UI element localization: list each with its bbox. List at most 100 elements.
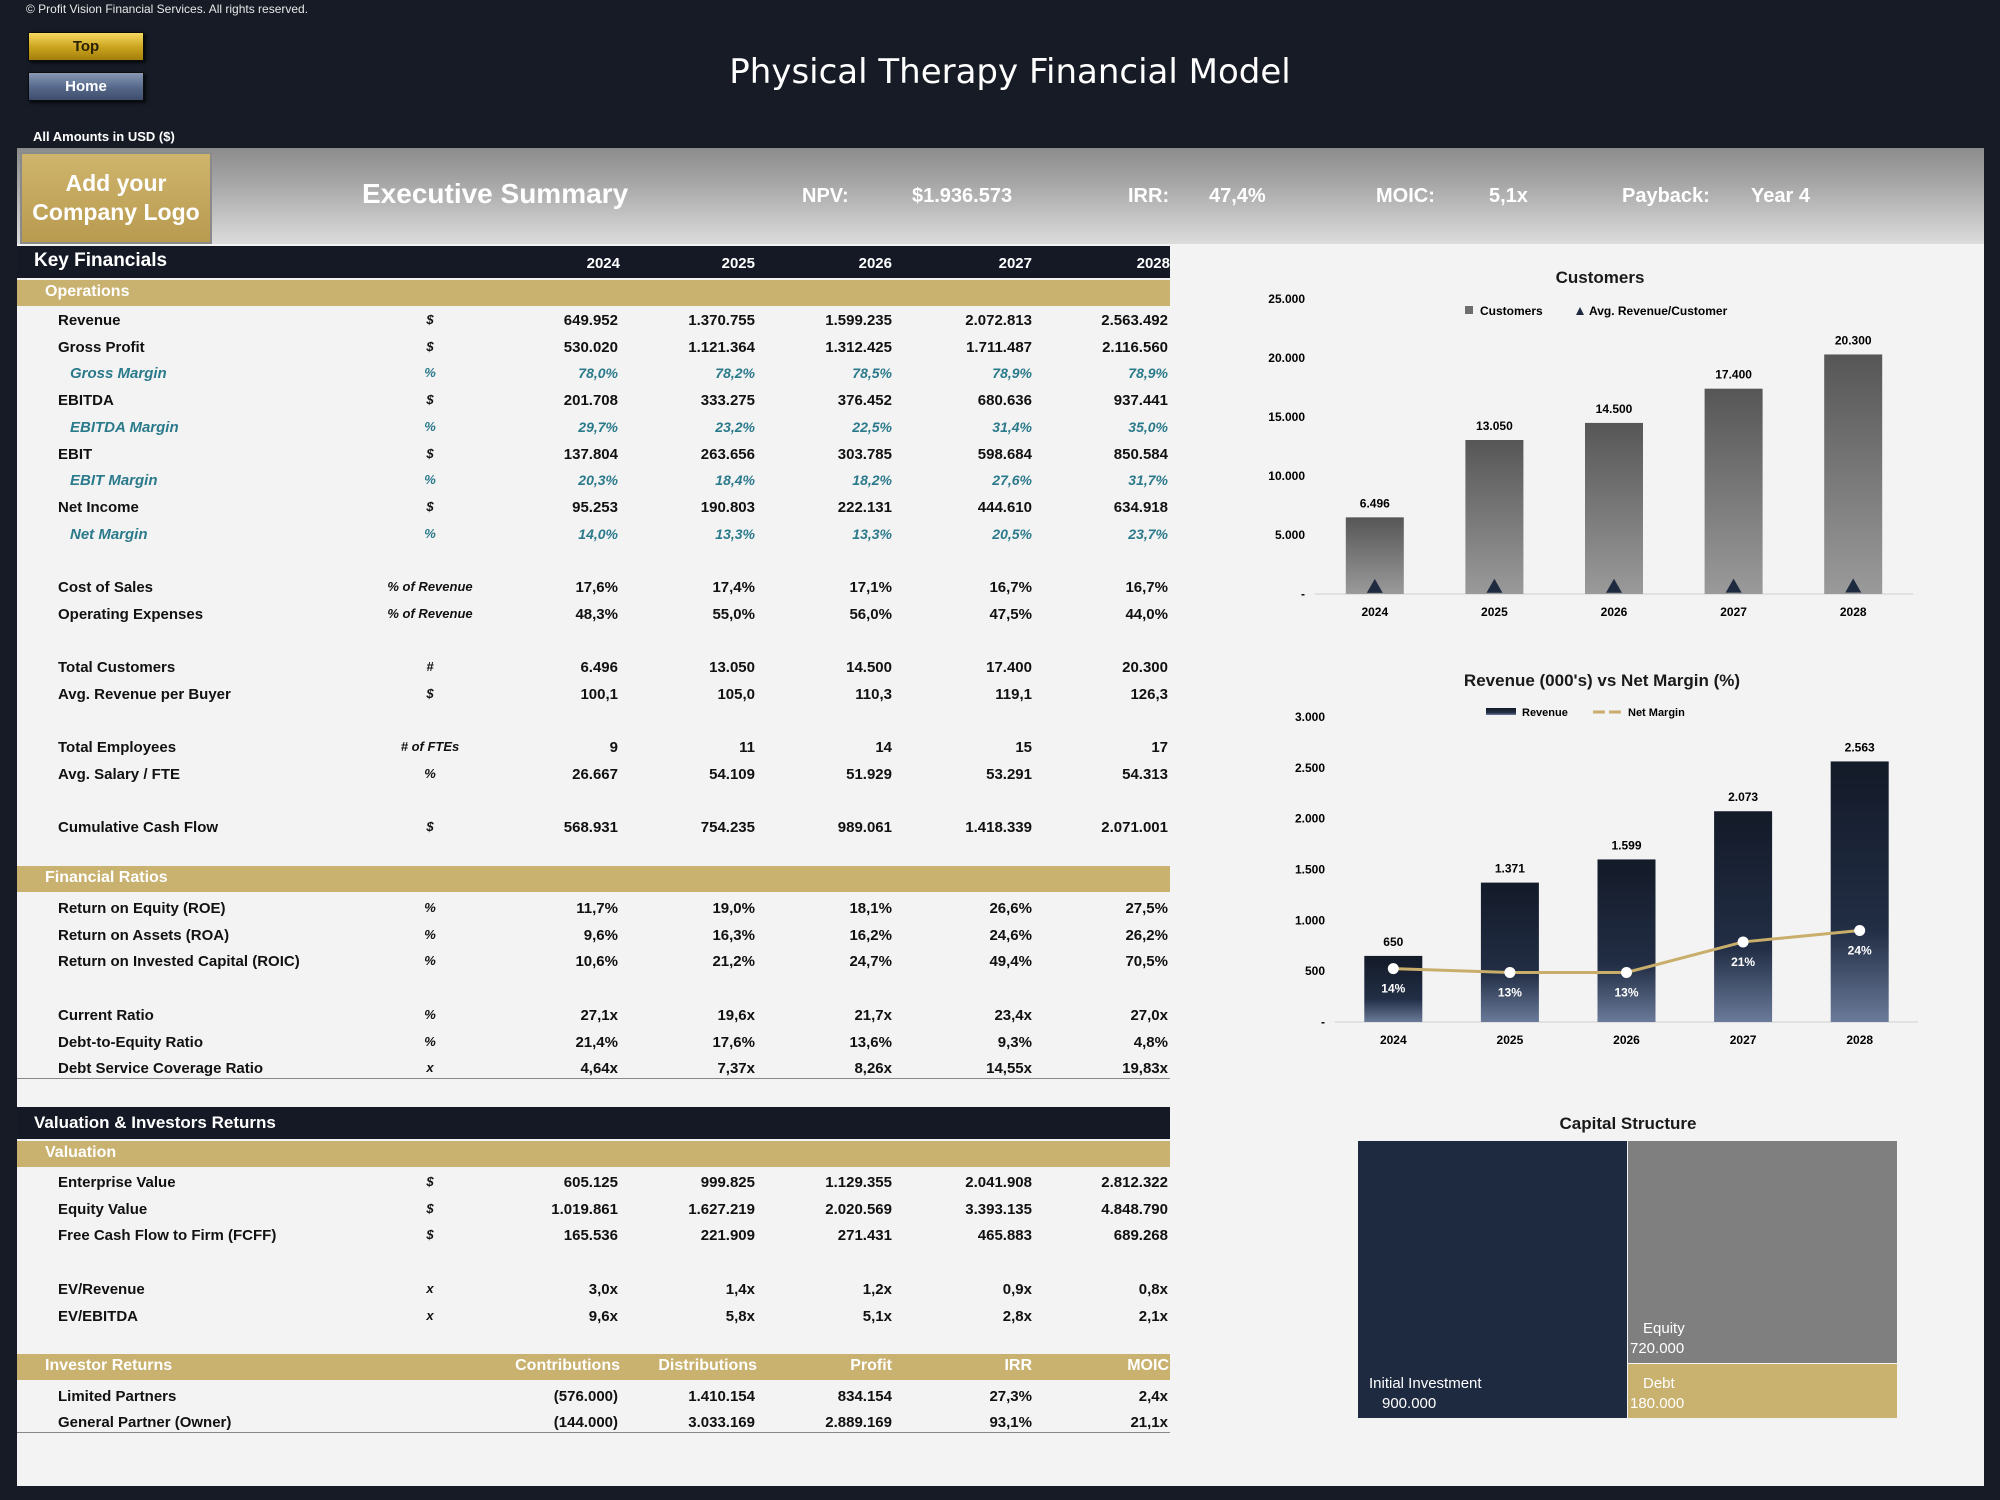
col-header: IRR (1004, 1357, 1032, 1374)
row-unit: % (424, 525, 436, 541)
cell-value: 444.610 (977, 498, 1032, 516)
row-unit: % (424, 1007, 436, 1022)
cell-value: 78,0% (578, 365, 618, 382)
cell-value: 126,3 (1130, 685, 1168, 703)
year-header: 2027 (998, 255, 1032, 272)
net-margin-point (1387, 963, 1399, 975)
cell-value: 13.050 (709, 659, 755, 676)
cell-value: 44,0% (1125, 605, 1168, 623)
table-row: EBIT $137.804 263.656 303.785 598.684 850.584 (17, 442, 1170, 468)
cell-value: 19,83x (1122, 1060, 1168, 1078)
cell-value: 93,1% (989, 1413, 1032, 1431)
cell-value: 13,6% (849, 1033, 892, 1051)
treemap-tile: Initial Investment 900.000 (1358, 1141, 1627, 1418)
cell-value: 119,1 (995, 685, 1032, 703)
table-row: Avg. Revenue per Buyer $100,1 105,0 110,3 11… (17, 682, 1170, 708)
cell-value: 2.041.908 (965, 1174, 1032, 1191)
chart-title: Customers (1556, 268, 1645, 287)
treemap-label: Equity 720.000 (1630, 1319, 1685, 1359)
cell-value: 16,2% (849, 926, 892, 944)
cell-value: 2,1x (1138, 1307, 1168, 1325)
y-tick-label: 2.000 (1295, 812, 1325, 826)
cell-value: 23,7% (1128, 525, 1168, 542)
cell-value: 634.918 (1113, 498, 1168, 516)
cell-value: 5,8x (725, 1307, 755, 1325)
legend-label: Customers (1480, 304, 1543, 318)
y-tick-label: 3.000 (1295, 710, 1325, 724)
table-row: Debt-to-Equity Ratio% 21,4% 17,6% 13,6% 9,3%… (17, 1030, 1170, 1056)
home-button[interactable]: Home (28, 72, 144, 101)
table-row: Return on Invested Capital (ROIC)% 10,6% 2… (17, 949, 1170, 975)
company-logo-placeholder[interactable]: Add your Company Logo (20, 152, 212, 244)
cell-value: 13,3% (715, 525, 755, 542)
col-header: Contributions (515, 1357, 620, 1374)
cell-value: 221.909 (700, 1227, 755, 1245)
bar-data-label: 20.300 (1835, 333, 1872, 347)
row-label: Total Customers (58, 659, 176, 676)
cell-value: 11,7% (576, 900, 618, 917)
table-row: General Partner (Owner) (144.000) 3.033.16… (17, 1410, 1170, 1436)
cell-value: 333.275 (700, 392, 755, 410)
irr-label: IRR: (1128, 185, 1170, 207)
payback-label: Payback: (1622, 185, 1710, 207)
cell-value: 47,5% (989, 605, 1032, 623)
cell-value: 27,6% (992, 472, 1032, 489)
table-row: EV/EBITDA x 9,6x 5,8x 5,1x 2,8x 2,1x (17, 1304, 1170, 1330)
table-row: Equity Value $1.019.861 1.627.219 2.020.569… (17, 1197, 1170, 1223)
treemap-label-value: 720.000 (1630, 1340, 1685, 1357)
cell-value: 989.061 (837, 819, 892, 836)
operations-label: Operations (45, 283, 130, 300)
cell-value: 13,3% (852, 525, 892, 542)
cell-value: 14,0% (578, 525, 618, 542)
copyright-text: © Profit Vision Financial Services. All … (26, 2, 309, 16)
currency-note: All Amounts in USD ($) (33, 129, 175, 144)
cell-value: 27,1x (580, 1007, 618, 1024)
y-tick-label: - (1321, 1015, 1325, 1029)
table-row: Cumulative Cash Flow $568.931 754.235 989.0… (17, 815, 1170, 841)
table-row: Limited Partners (576.000) 1.410.154 834.15… (17, 1384, 1170, 1410)
cell-value: 78,9% (992, 365, 1032, 382)
row-label: Return on Assets (ROA) (58, 926, 230, 944)
y-tick-label: - (1301, 587, 1305, 601)
table-row: Debt Service Coverage Ratio x 4,64x 7,37x 8,… (17, 1056, 1170, 1082)
capital-structure-treemap: Initial Investment 900.000 Equity 720.000 De… (1358, 1141, 1897, 1418)
legend-label: Avg. Revenue/Customer (1589, 304, 1728, 318)
cell-value: 16,7% (1125, 579, 1168, 596)
table-row: Total Employees # of FTEs 9 11 14 15 17 (17, 735, 1170, 761)
avg-revenue-marker (1845, 578, 1862, 593)
cell-value: 3.393.135 (965, 1200, 1032, 1218)
bar-data-label: 6.496 (1360, 496, 1390, 510)
cell-value: 54.109 (709, 765, 755, 783)
cell-value: 24,7% (849, 953, 892, 971)
cell-value: 1.370.755 (688, 312, 755, 329)
row-label: EV/Revenue (58, 1281, 145, 1298)
cell-value: 3.033.169 (688, 1413, 755, 1431)
avg-revenue-marker (1606, 578, 1622, 593)
cell-value: 35,0% (1128, 418, 1168, 435)
cell-value: 1.410.154 (688, 1388, 755, 1405)
cell-value: 20,3% (578, 472, 618, 489)
cell-value: 689.268 (1113, 1227, 1168, 1245)
table-row: Total Customers #6.496 13.050 14.500 17.400 2… (17, 655, 1170, 681)
cell-value: 70,5% (1125, 953, 1168, 971)
payback-value: Year 4 (1751, 185, 1810, 207)
cell-value: 222.131 (837, 498, 892, 516)
top-button[interactable]: Top (28, 32, 144, 61)
cell-value: 48,3% (575, 605, 618, 623)
cell-value: 26.667 (572, 765, 618, 783)
row-label: Operating Expenses (58, 605, 204, 623)
cell-value: 1.627.219 (688, 1200, 755, 1218)
cell-value: 78,9% (1128, 365, 1168, 382)
customers-bar (1465, 440, 1524, 594)
cell-value: 303.785 (837, 445, 892, 463)
cell-value: 17,6% (712, 1033, 755, 1051)
financial-ratios-label: Financial Ratios (45, 869, 168, 886)
cell-value: 21,4% (575, 1033, 618, 1051)
y-tick-label: 20.000 (1268, 351, 1305, 365)
cell-value: 21,1x (1130, 1413, 1168, 1431)
cell-value: 6.496 (580, 659, 618, 676)
table-row: Operating Expenses % of Revenue 48,3% 55,0%… (17, 602, 1170, 628)
valuation-title: Valuation & Investors Returns (34, 1113, 276, 1132)
logo-text: Add your Company Logo (32, 170, 200, 225)
cell-value: 100,1 (580, 685, 618, 703)
